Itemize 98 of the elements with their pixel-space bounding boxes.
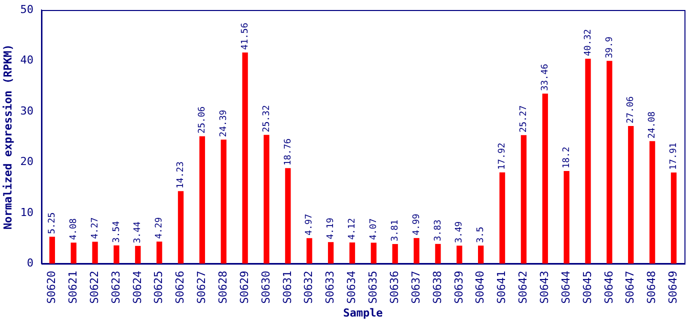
data-label: 3.44 (133, 222, 144, 244)
data-label: 3.83 (433, 220, 444, 242)
data-label: 5.25 (48, 212, 58, 234)
x-tick-label: S0620 (45, 270, 58, 304)
x-tick-label: S0627 (195, 270, 208, 304)
bar (564, 171, 570, 264)
x-tick-label: S0648 (645, 270, 658, 304)
data-label: 33.46 (540, 64, 550, 91)
data-label: 25.32 (262, 105, 272, 132)
data-label: 40.32 (583, 29, 594, 56)
y-axis-title: Normalized expression (RPKM) (1, 44, 14, 230)
bar (285, 168, 291, 264)
bar (49, 236, 55, 264)
bar (670, 172, 677, 264)
data-label: 24.08 (648, 111, 658, 139)
x-tick-label: S0649 (666, 270, 680, 304)
bar (135, 246, 141, 264)
data-label: 4.29 (154, 217, 165, 239)
bar (114, 245, 120, 264)
bar (499, 172, 506, 264)
y-tick-label: 40 (20, 54, 34, 67)
x-tick-label: S0630 (259, 270, 272, 304)
data-label: 3.49 (454, 221, 465, 243)
bar (328, 242, 334, 264)
data-label: 24.39 (218, 110, 229, 137)
y-tick-label: 30 (20, 104, 34, 118)
x-tick-label: S0626 (174, 270, 187, 304)
x-tick-label: S0640 (474, 270, 487, 304)
bar (585, 58, 591, 264)
bar (628, 126, 634, 264)
bar (392, 244, 398, 264)
x-tick-label: S0647 (624, 270, 637, 304)
x-tick-label: S0624 (130, 270, 144, 304)
data-label: 39.9 (604, 36, 615, 58)
data-label: 18.2 (562, 146, 572, 168)
data-label: 4.99 (412, 214, 422, 236)
x-tick-label: S0644 (559, 270, 572, 304)
y-tick-label: 20 (20, 155, 34, 168)
bar (306, 238, 312, 264)
x-tick-label: S0638 (430, 270, 444, 304)
y-tick-label: 10 (20, 206, 34, 219)
x-tick-label: S0636 (388, 270, 401, 304)
bar (178, 191, 184, 264)
x-tick-label: S0625 (152, 270, 166, 304)
x-tick-label: S0629 (238, 270, 251, 304)
x-tick-label: S0621 (66, 270, 80, 304)
bar (242, 52, 248, 264)
x-tick-label: S0641 (495, 270, 508, 304)
x-tick-label: S0643 (538, 270, 551, 304)
bar (520, 135, 527, 264)
data-label: 17.91 (669, 142, 680, 170)
data-label: 25.06 (198, 106, 208, 134)
data-label: 4.08 (68, 218, 79, 240)
bar (649, 141, 656, 264)
x-tick-label: S0622 (88, 270, 101, 304)
x-tick-label: S0632 (302, 270, 316, 304)
x-tick-label: S0642 (516, 270, 530, 304)
x-tick-label: S0646 (602, 270, 616, 304)
data-label: 25.27 (519, 105, 530, 132)
bar (199, 136, 206, 264)
data-label: 17.92 (498, 142, 508, 170)
bar (370, 242, 376, 264)
data-label: 14.23 (176, 161, 186, 188)
y-tick-label: 50 (20, 2, 34, 16)
bar (542, 94, 548, 264)
x-tick-label: S0639 (452, 270, 466, 304)
bar (606, 60, 612, 264)
bar (92, 242, 98, 264)
bar (264, 134, 270, 264)
x-axis-title: Sample (343, 306, 384, 320)
data-label: 3.54 (112, 221, 122, 243)
x-tick-label: S0628 (216, 270, 230, 304)
data-label: 18.76 (283, 138, 294, 166)
data-label: 3.5 (476, 226, 486, 243)
x-tick-label: S0623 (109, 270, 122, 304)
bar (435, 244, 441, 264)
bar (478, 246, 484, 264)
y-tick-label: 0 (26, 256, 34, 270)
x-tick-label: S0633 (324, 270, 337, 304)
x-tick-label: S0631 (280, 270, 294, 304)
bar (456, 246, 462, 264)
data-label: 4.19 (326, 218, 336, 240)
bar (70, 242, 76, 264)
x-tick-label: S0637 (409, 270, 422, 304)
data-label: 4.07 (369, 218, 380, 240)
data-label: 27.06 (626, 96, 636, 124)
data-label: 4.97 (304, 214, 315, 236)
bar (220, 140, 226, 264)
data-label: 3.81 (390, 220, 400, 242)
data-label: 41.56 (240, 22, 250, 50)
bar (414, 238, 420, 264)
x-tick-label: S0635 (366, 270, 380, 304)
data-label: 4.12 (348, 218, 358, 240)
x-tick-label: S0634 (345, 270, 358, 304)
bar (156, 242, 162, 264)
x-tick-label: S0645 (580, 270, 594, 304)
bar (349, 242, 356, 264)
data-label: 4.27 (90, 217, 100, 240)
